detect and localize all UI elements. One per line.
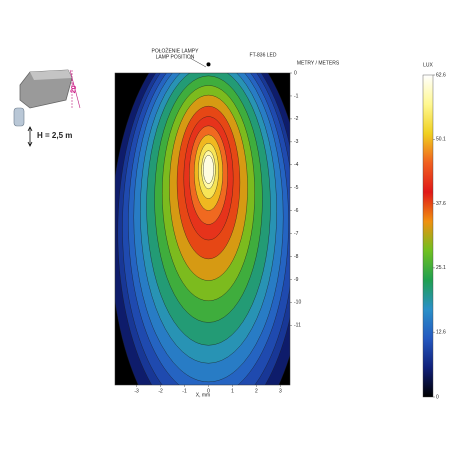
lamp-position xyxy=(206,62,211,67)
y-tick-label: -7 xyxy=(294,231,299,237)
colorbar xyxy=(422,74,434,398)
y-tick-label: -11 xyxy=(294,323,301,329)
colorbar-tick-label: 12.6 xyxy=(436,330,446,336)
x-tick-label: -2 xyxy=(158,388,163,394)
x-tick-label: -1 xyxy=(182,388,187,394)
x-tick-label: -3 xyxy=(134,388,139,394)
y-tick-label: -1 xyxy=(294,93,299,99)
y-axis-label: METRY / METERS xyxy=(297,60,340,66)
x-tick-label: 0 xyxy=(207,388,210,394)
colorbar-tick-label: 25.1 xyxy=(436,265,446,271)
x-tick-label: 3 xyxy=(279,388,282,394)
y-tick-label: -2 xyxy=(294,116,299,122)
lamp-label: POŁOŻENIE LAMPY xyxy=(152,47,200,54)
plot-frame xyxy=(114,72,291,386)
x-tick-label: 1 xyxy=(231,388,234,394)
y-tick-label: -3 xyxy=(294,139,299,145)
chart-title: FT-836 LED xyxy=(250,52,277,58)
x-tick-label: 2 xyxy=(255,388,258,394)
contour xyxy=(203,155,214,184)
y-tick-label: -8 xyxy=(294,254,299,260)
lamp-pointer xyxy=(189,57,207,68)
x-axis-label: X, mm xyxy=(196,392,210,398)
y-tick-label: 0 xyxy=(294,70,297,76)
colorbar-label: LUX xyxy=(423,62,433,68)
colorbar-tick-label: 62.6 xyxy=(436,72,446,78)
lamp-icon xyxy=(13,69,81,147)
y-tick-label: -4 xyxy=(294,162,299,168)
colorbar-tick-label: 37.6 xyxy=(436,201,446,207)
y-tick-label: -5 xyxy=(294,185,299,191)
y-tick-label: -6 xyxy=(294,208,299,214)
lamp-label: LAMP POSITION xyxy=(156,54,195,60)
tilt-label: 20° xyxy=(69,82,79,94)
y-tick-label: -9 xyxy=(294,277,299,283)
plot-area xyxy=(115,73,290,385)
colorbar-tick-label: 50.1 xyxy=(436,137,446,143)
y-tick-label: -10 xyxy=(294,300,301,306)
colorbar-tick-label: 0 xyxy=(436,394,439,400)
height-label: H = 2,5 m xyxy=(37,131,72,140)
